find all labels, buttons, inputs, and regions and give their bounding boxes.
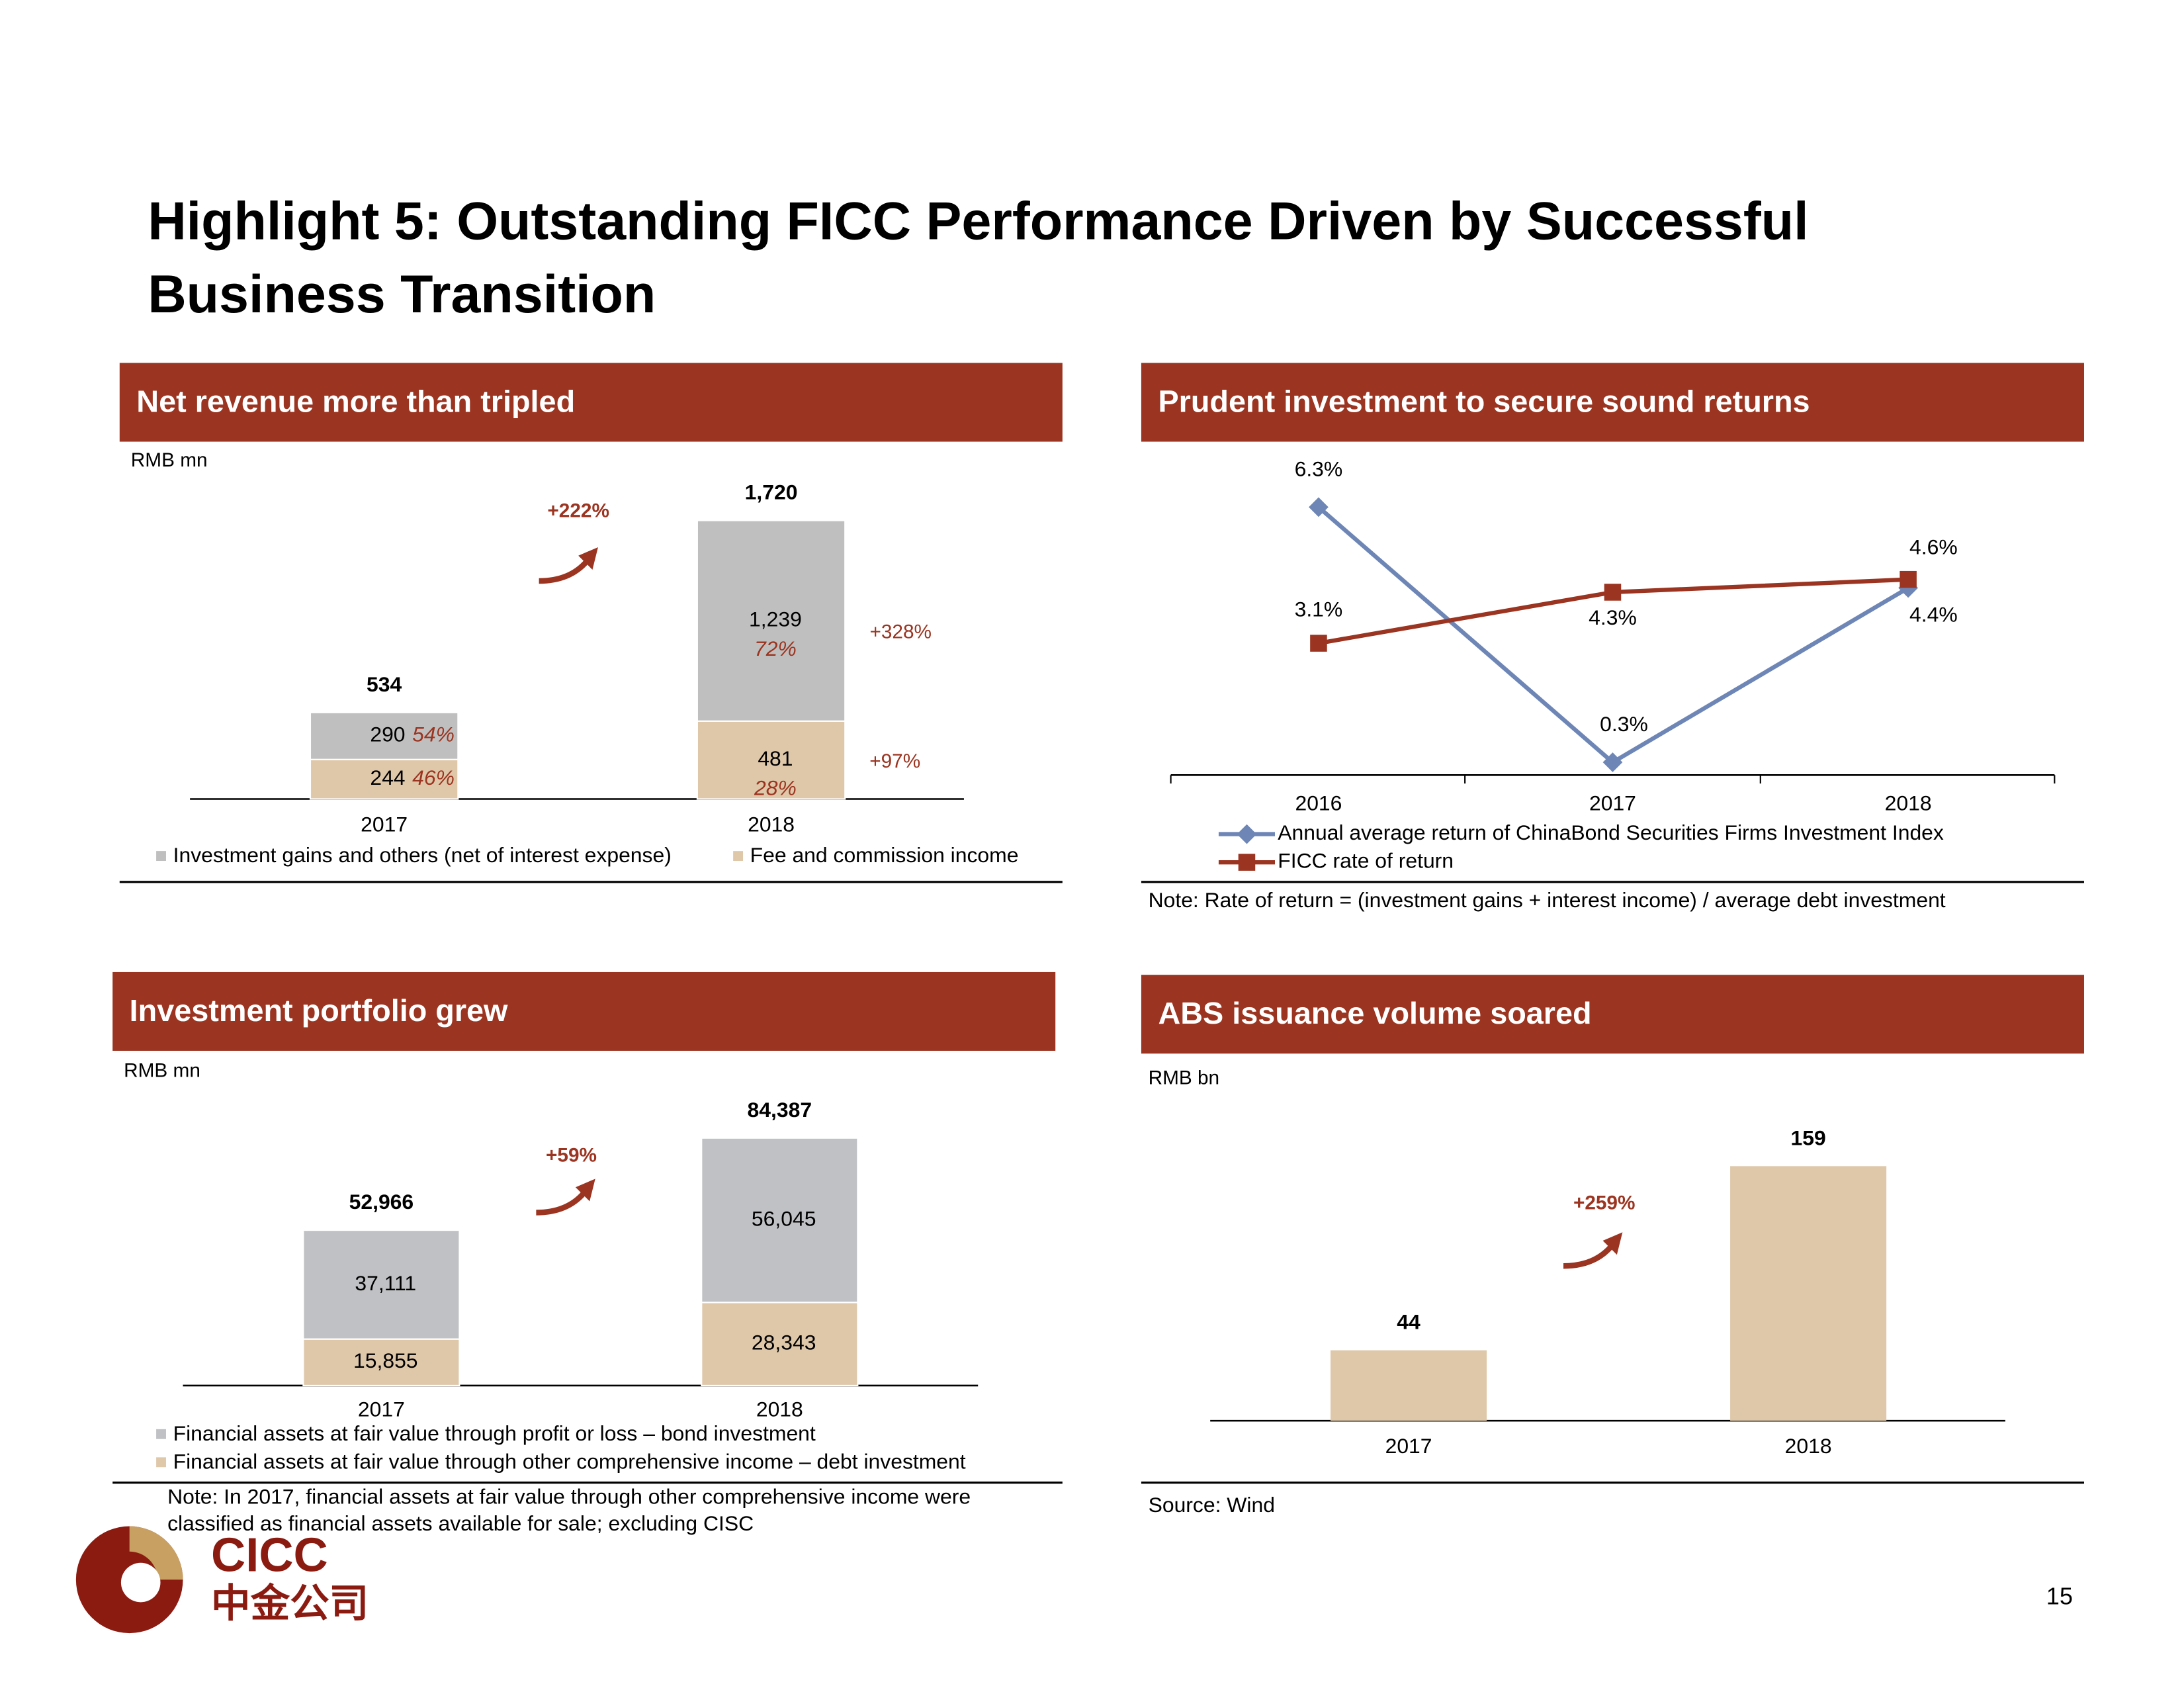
share-label: 72% [754,637,797,660]
legend-label: Investment gains and others (net of inte… [173,843,672,867]
growth-annotation: +59% [546,1144,597,1166]
legend-label: FICC rate of return [1278,849,1454,873]
legend-label: Fee and commission income [750,843,1019,867]
slide-title: Business Transition [148,265,656,324]
value-label: 37,111 [355,1271,416,1295]
bar-segment [302,1338,460,1387]
footnote: Source: Wind [1149,1493,1275,1517]
x-tick-label: 2017 [361,812,408,836]
bar [1730,1166,1887,1421]
total-label: 52,966 [349,1190,414,1214]
point-marker [1604,584,1622,601]
value-label: 290 [370,723,405,746]
x-tick-label: 2017 [1385,1434,1432,1458]
panel-header [112,971,1056,1051]
growth-arrow-head [1602,1232,1623,1255]
value-label: 28,343 [752,1331,816,1355]
x-tick-label: 2018 [1885,791,1932,815]
point-marker [1310,635,1327,652]
value-label: 481 [758,746,793,770]
value-label: 15,855 [353,1349,418,1372]
share-label: 46% [412,766,455,789]
total-label: 84,387 [748,1098,812,1122]
legend-label: Annual average return of ChinaBond Secur… [1278,821,1944,844]
unit-label: RMB mn [124,1060,200,1082]
bar-segment [696,519,846,722]
legend-swatch [156,1457,166,1468]
footnote: classified as financial assets available… [167,1511,754,1535]
total-label: 1,720 [745,480,798,504]
growth-arrow-head [575,1178,595,1202]
bar-segment [696,720,846,800]
panel-title: ABS issuance volume soared [1158,996,1591,1030]
slide-title: Highlight 5: Outstanding FICC Performanc… [148,191,1808,251]
unit-label: RMB mn [131,449,208,471]
panel-title: Investment portfolio grew [130,993,508,1028]
value-label: 159 [1791,1126,1826,1149]
value-label: 244 [370,766,405,789]
logo-center [120,1562,161,1603]
growth-annotation: +328% [869,621,931,643]
value-label: 3.1% [1295,598,1343,621]
growth-arrow [539,559,590,584]
growth-arrow [536,1190,586,1216]
footnote: Note: In 2017, financial assets at fair … [167,1484,971,1508]
point-marker [1900,570,1917,588]
panel-title: Prudent investment to secure sound retur… [1158,384,1810,418]
x-tick-label: 2018 [748,812,795,836]
legend-marker [1238,854,1256,871]
x-tick-label: 2018 [1785,1434,1832,1458]
value-label: 6.3% [1295,457,1343,481]
point-marker [1602,752,1623,772]
value-label: 4.6% [1909,535,1958,558]
x-tick-label: 2016 [1295,791,1342,815]
legend-swatch [156,1429,166,1439]
legend-label: Financial assets at fair value through o… [173,1449,966,1473]
growth-arrow-head [578,547,598,570]
page-number: 15 [2046,1582,2073,1609]
growth-annotation: +222% [547,500,609,522]
x-tick-label: 2017 [358,1398,405,1421]
bar [1331,1350,1487,1421]
bar-segment [701,1137,859,1304]
panel-header [1141,363,2084,442]
value-label: 0.3% [1600,712,1648,736]
value-label: 4.3% [1589,605,1637,629]
logo-chinese-name: 中金公司 [211,1581,369,1625]
unit-label: RMB bn [1149,1067,1219,1088]
total-label: 534 [367,672,402,696]
value-label: 1,239 [749,607,802,631]
bar-segment [302,1229,460,1340]
share-label: 54% [412,723,455,746]
x-tick-label: 2018 [756,1398,803,1421]
panel-header [1141,975,2084,1054]
logo-accent [129,1526,183,1580]
x-tick-label: 2017 [1589,791,1636,815]
legend-swatch [733,851,744,862]
bar-segment [309,711,459,760]
value-label: 4.4% [1909,602,1958,626]
logo-name: CICC [211,1529,328,1582]
value-label: 44 [1397,1310,1420,1334]
point-marker [1309,497,1329,517]
footnote: Note: Rate of return = (investment gains… [1149,888,1946,912]
legend-swatch [156,851,166,862]
panel-header [119,363,1063,442]
panel-title: Net revenue more than tripled [136,384,575,418]
growth-arrow [1563,1244,1614,1269]
growth-annotation: +259% [1573,1192,1635,1214]
legend-label: Financial assets at fair value through p… [173,1421,816,1445]
share-label: 28% [754,776,797,800]
value-label: 56,045 [752,1206,816,1230]
bar-segment [701,1302,859,1387]
logo: CICC 中金公司 [75,1526,369,1634]
growth-annotation: +97% [869,750,920,772]
